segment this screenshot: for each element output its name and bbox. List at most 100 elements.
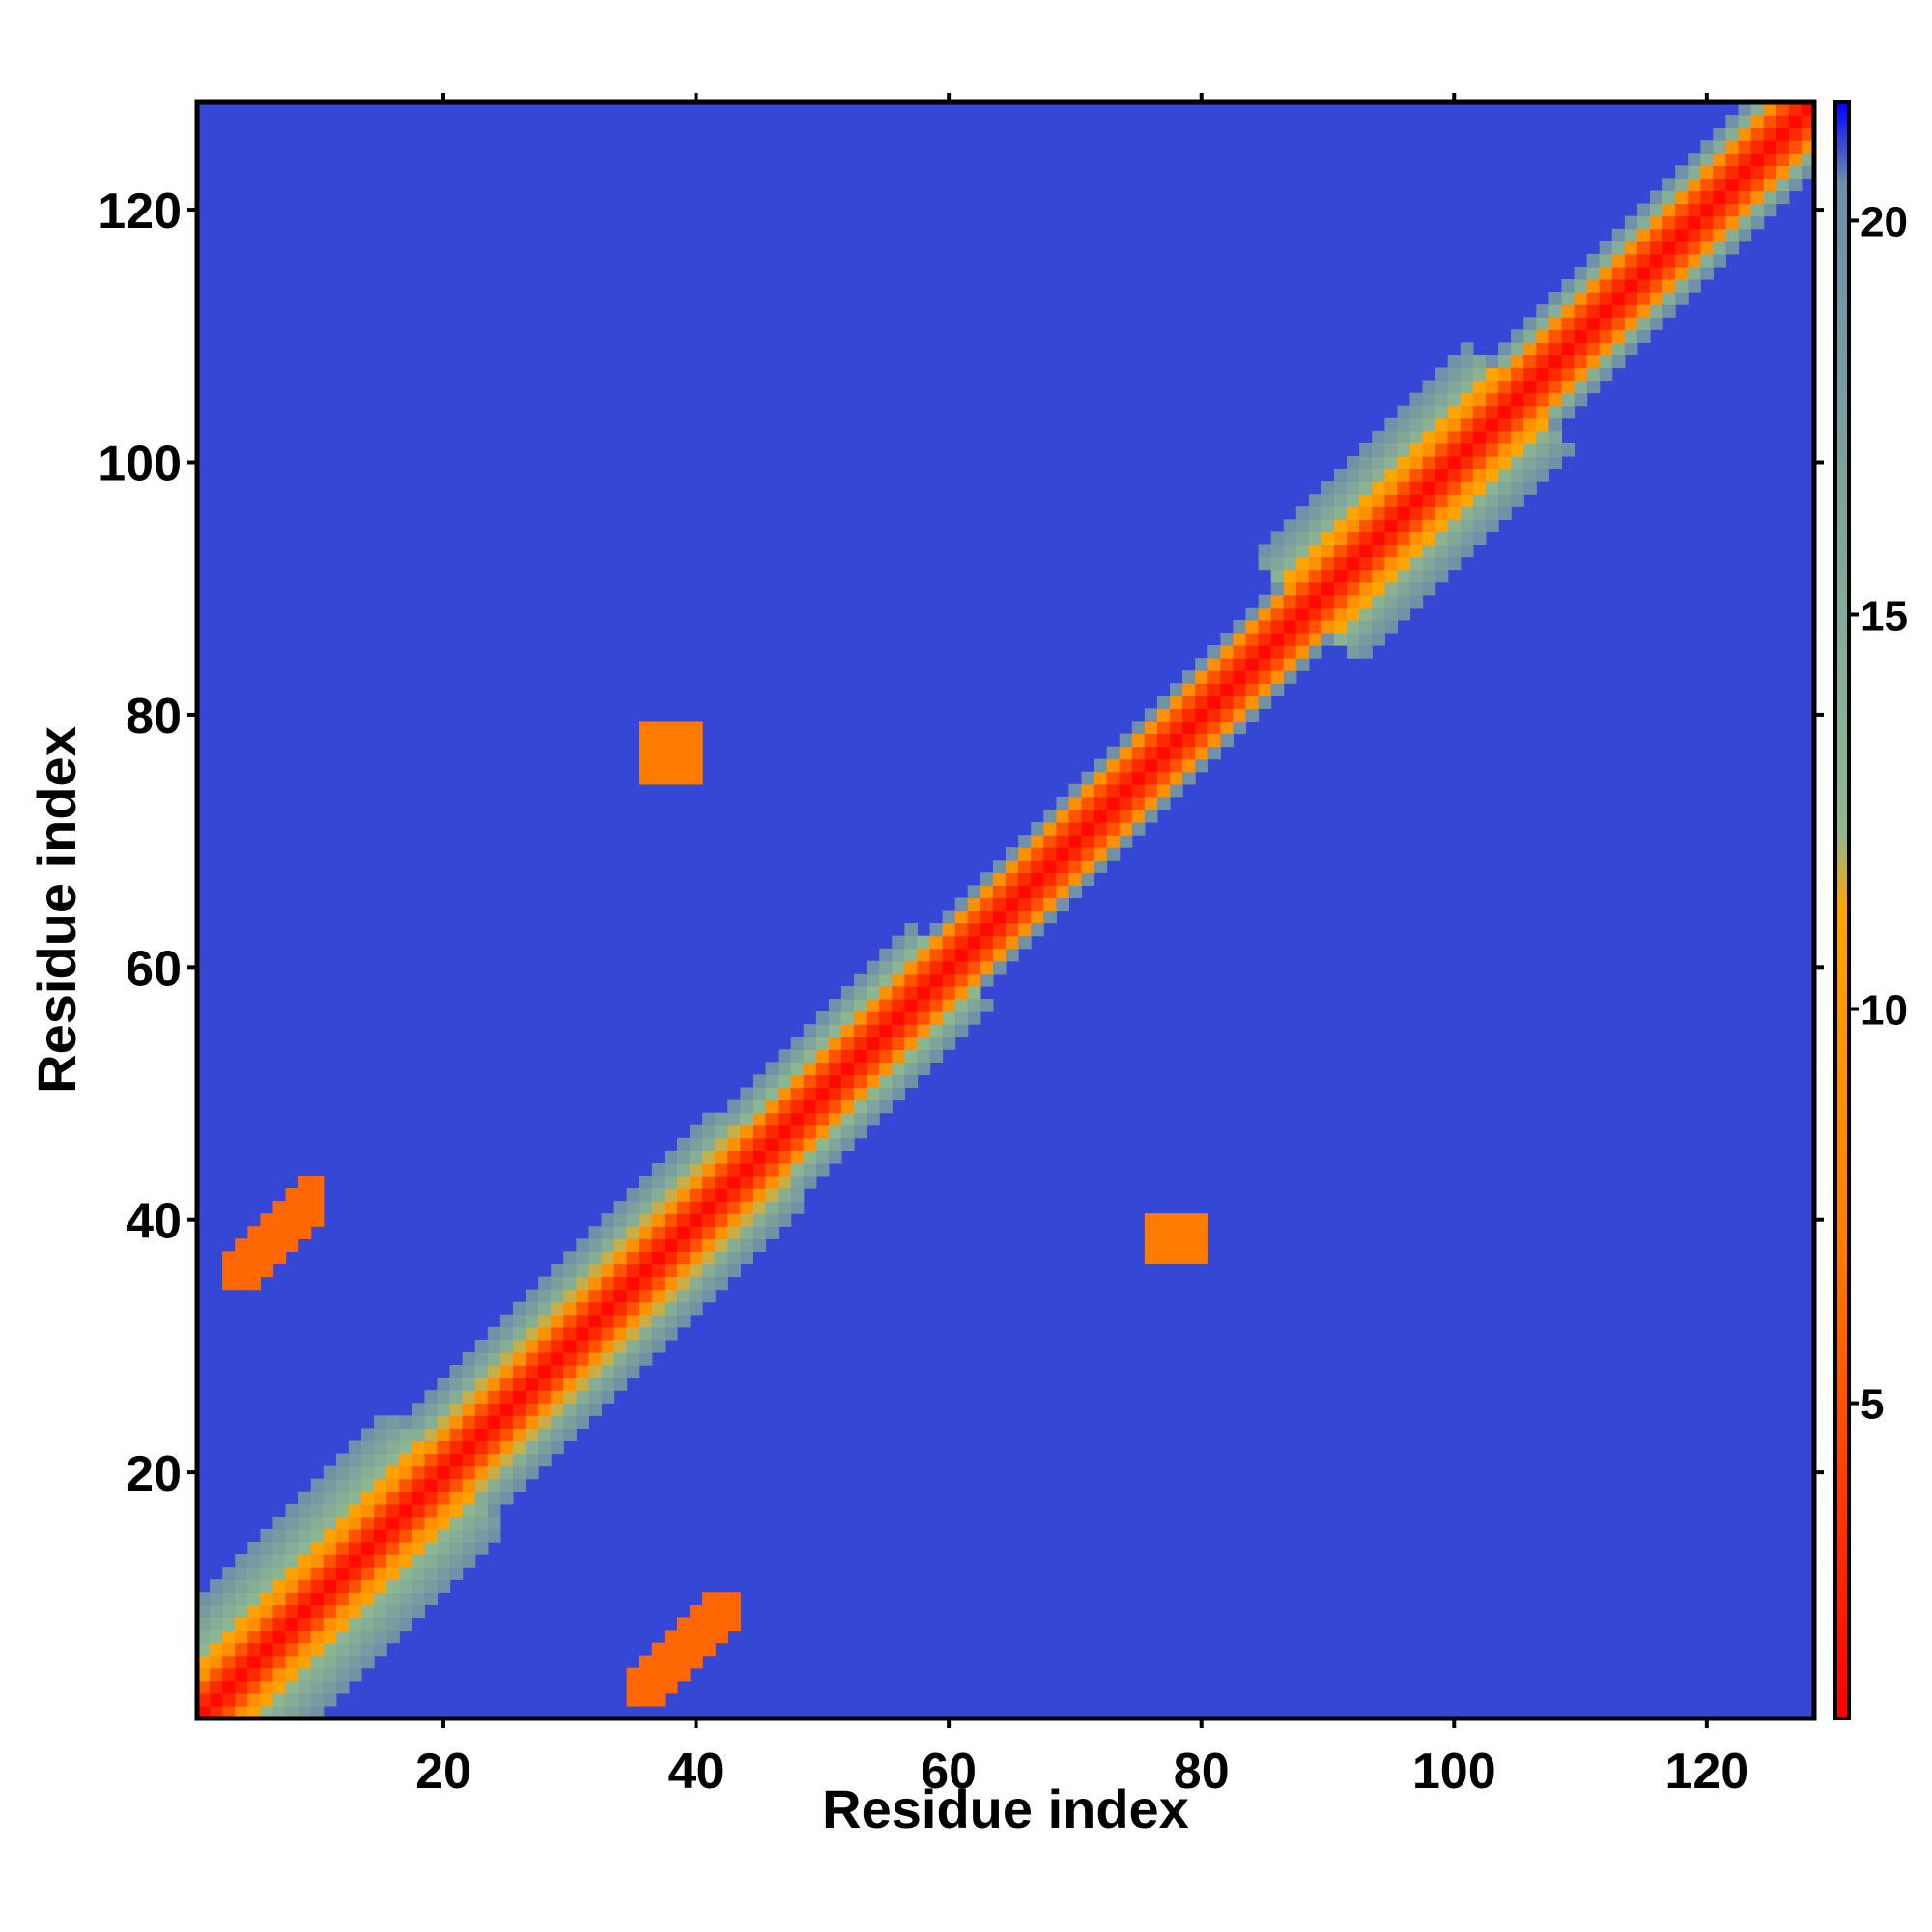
heatmap-cell	[840, 1024, 855, 1037]
heatmap-cell	[1321, 619, 1335, 634]
heatmap-cell	[1561, 329, 1576, 343]
heatmap-cell	[917, 960, 931, 975]
heatmap-cell	[702, 1264, 716, 1278]
heatmap-cell	[1347, 519, 1360, 532]
heatmap-cell	[1068, 796, 1083, 810]
heatmap-cell	[1498, 417, 1512, 432]
heatmap-cell	[1738, 153, 1752, 166]
heatmap-cell	[879, 1087, 893, 1101]
heatmap-cell	[424, 1592, 439, 1605]
heatmap-cell	[803, 1124, 817, 1139]
heatmap-cell	[335, 1528, 350, 1543]
heatmap-cell	[727, 1201, 741, 1214]
heatmap-cell	[1511, 380, 1524, 394]
heatmap-cell	[879, 948, 893, 962]
heatmap-cell	[386, 1516, 400, 1530]
heatmap-cell	[449, 1415, 464, 1429]
heatmap-cell	[1372, 469, 1385, 482]
heatmap-cell	[1523, 430, 1537, 444]
heatmap-cell	[1106, 809, 1121, 823]
heatmap-cell	[551, 1440, 564, 1455]
heatmap-cell	[1624, 342, 1638, 356]
heatmap-cell	[1649, 203, 1663, 217]
heatmap-cell	[702, 1592, 716, 1605]
heatmap-cell	[285, 1226, 299, 1239]
heatmap-cell	[512, 1326, 526, 1341]
heatmap-cell	[1675, 190, 1689, 205]
heatmap-cell	[613, 1351, 628, 1366]
heatmap-cell	[1056, 872, 1069, 886]
heatmap-cell	[790, 1099, 805, 1114]
heatmap-cell	[867, 1037, 880, 1050]
heatmap-cell	[235, 1251, 248, 1265]
heatmap-cell	[904, 935, 919, 950]
heatmap-cell	[1713, 190, 1727, 205]
heatmap-cell	[1649, 292, 1663, 305]
heatmap-cell	[399, 1516, 412, 1530]
heatmap-cell	[412, 1528, 426, 1543]
heatmap-cell	[815, 1024, 830, 1037]
heatmap-cell	[348, 1630, 362, 1644]
heatmap-cell	[424, 1403, 439, 1416]
heatmap-cell	[929, 1037, 944, 1050]
heatmap-cell	[1006, 847, 1019, 861]
heatmap-cell	[1359, 494, 1373, 507]
heatmap-cell	[1511, 481, 1524, 495]
heatmap-cell	[285, 1579, 299, 1593]
heatmap-cell	[1776, 190, 1790, 205]
heatmap-cell	[449, 1503, 464, 1518]
heatmap-cell	[1056, 796, 1069, 810]
heatmap-cell	[361, 1642, 375, 1657]
heatmap-cell	[1548, 392, 1563, 407]
heatmap-cells	[197, 102, 1815, 1719]
heatmap-cell	[1397, 531, 1411, 546]
heatmap-cell	[323, 1567, 337, 1580]
heatmap-cell	[1068, 783, 1083, 798]
heatmap-cell	[613, 1264, 628, 1278]
x-tick-label: 40	[668, 1744, 724, 1800]
heatmap-cell	[437, 1579, 451, 1593]
heatmap-cell	[1447, 392, 1462, 407]
heatmap-cell	[601, 1378, 615, 1391]
heatmap-cell	[412, 1440, 426, 1455]
heatmap-cell	[1068, 822, 1083, 836]
heatmap-cell	[1435, 469, 1449, 482]
heatmap-cell	[929, 1011, 944, 1025]
heatmap-cell	[1447, 556, 1462, 571]
heatmap-cell	[639, 1667, 653, 1682]
heatmap-cell	[1561, 380, 1576, 394]
heatmap-cell	[992, 885, 1007, 899]
heatmap-cell	[487, 1503, 501, 1518]
heatmap-cell	[1460, 367, 1474, 382]
heatmap-cell	[1119, 758, 1133, 773]
heatmap-cell	[1245, 632, 1260, 646]
heatmap-cell	[348, 1542, 362, 1555]
heatmap-cell	[1586, 292, 1601, 305]
heatmap-cell	[361, 1478, 375, 1492]
heatmap-cell	[1258, 632, 1272, 646]
heatmap-cell	[1295, 519, 1310, 532]
heatmap-cell	[424, 1428, 439, 1442]
heatmap-cell	[690, 746, 703, 760]
heatmap-cell	[1270, 670, 1285, 684]
heatmap-cell	[222, 1251, 236, 1265]
heatmap-cell	[374, 1554, 387, 1568]
heatmap-cell	[715, 1201, 728, 1214]
heatmap-cell	[1574, 342, 1588, 356]
heatmap-cell	[676, 733, 691, 748]
heatmap-cell	[1081, 860, 1095, 873]
heatmap-cell	[551, 1326, 564, 1341]
heatmap-cell	[323, 1655, 337, 1669]
heatmap-cell	[310, 1592, 325, 1605]
heatmap-cell	[715, 1112, 728, 1126]
heatmap-cell	[1713, 241, 1727, 255]
heatmap-cell	[526, 1428, 539, 1442]
heatmap-cell	[690, 721, 703, 735]
heatmap-cell	[348, 1579, 362, 1593]
heatmap-cell	[790, 1074, 805, 1089]
heatmap-cell	[601, 1213, 615, 1227]
heatmap-cell	[1548, 417, 1563, 432]
heatmap-cell	[348, 1642, 362, 1657]
heatmap-cell	[449, 1478, 464, 1492]
heatmap-cell	[197, 1642, 211, 1657]
